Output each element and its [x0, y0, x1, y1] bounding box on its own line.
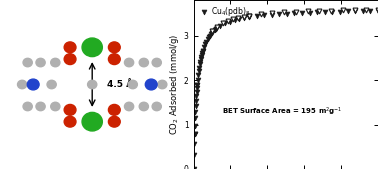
- Circle shape: [108, 54, 120, 65]
- Circle shape: [139, 58, 149, 67]
- Circle shape: [82, 38, 102, 57]
- Cu$_4$(pdb)$_8$: [211, 30, 216, 32]
- Cu$_4$(pdb)$_8$: [191, 168, 196, 169]
- Y-axis label: CO$_2$ Adsorbed (mmol/g): CO$_2$ Adsorbed (mmol/g): [168, 34, 181, 135]
- Cu$_4$(pdb)$_8$: [223, 22, 228, 25]
- Text: BET Surface Area = 195 m$^2$g$^{-1}$: BET Surface Area = 195 m$^2$g$^{-1}$: [222, 106, 342, 118]
- Circle shape: [17, 80, 27, 89]
- Circle shape: [64, 54, 76, 65]
- Circle shape: [64, 104, 76, 115]
- Cu$_4$(pdb)$_8$: [228, 21, 232, 23]
- Circle shape: [152, 58, 161, 67]
- Circle shape: [51, 102, 60, 111]
- Cu$_4$(pdb)$_8$: [376, 10, 378, 12]
- Circle shape: [23, 58, 32, 67]
- Circle shape: [36, 58, 45, 67]
- Circle shape: [23, 102, 32, 111]
- Circle shape: [108, 42, 120, 53]
- Circle shape: [64, 42, 76, 53]
- Circle shape: [47, 80, 56, 89]
- Text: 4.5 Å: 4.5 Å: [107, 80, 133, 89]
- Circle shape: [124, 102, 134, 111]
- Circle shape: [82, 112, 102, 131]
- Cu$_4$(pdb)$_8$: [206, 36, 211, 38]
- Circle shape: [158, 80, 167, 89]
- Circle shape: [64, 116, 76, 127]
- Circle shape: [108, 116, 120, 127]
- Circle shape: [128, 80, 137, 89]
- Line: Cu$_4$(pdb)$_8$: Cu$_4$(pdb)$_8$: [191, 8, 378, 169]
- Circle shape: [139, 102, 149, 111]
- Cu$_4$(pdb)$_8$: [201, 50, 205, 52]
- Circle shape: [51, 58, 60, 67]
- Legend: Cu$_4$(pdb)$_8$: Cu$_4$(pdb)$_8$: [197, 4, 252, 20]
- Circle shape: [152, 102, 161, 111]
- Circle shape: [108, 104, 120, 115]
- Cu$_4$(pdb)$_8$: [194, 105, 198, 107]
- Circle shape: [88, 80, 97, 89]
- Circle shape: [27, 79, 39, 90]
- Circle shape: [36, 102, 45, 111]
- Circle shape: [124, 58, 134, 67]
- Circle shape: [145, 79, 157, 90]
